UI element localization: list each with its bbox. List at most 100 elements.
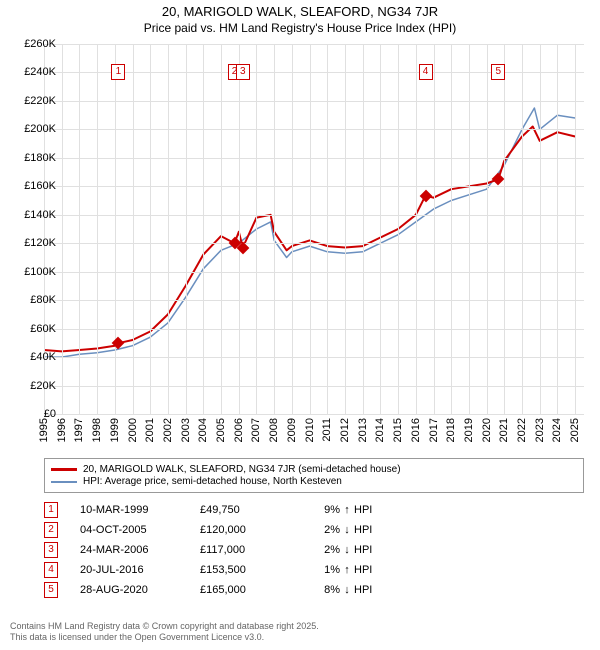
gridline-v: [239, 44, 240, 414]
x-tick-label: 1996: [56, 418, 68, 442]
sale-index-box: 4: [44, 562, 58, 578]
sale-hpi-label: HPI: [354, 504, 384, 516]
gridline-v: [416, 44, 417, 414]
gridline-v: [575, 44, 576, 414]
x-tick-label: 2004: [197, 418, 209, 442]
line-svg: [44, 44, 584, 414]
sale-marker-box: 3: [236, 64, 250, 80]
y-tick-label: £160K: [14, 180, 56, 192]
chart-subtitle: Price paid vs. HM Land Registry's House …: [0, 21, 600, 35]
gridline-v: [150, 44, 151, 414]
sale-price: £117,000: [200, 544, 300, 556]
gridline-h: [44, 386, 584, 387]
gridline-v: [327, 44, 328, 414]
sale-pct: 8%: [300, 584, 340, 596]
sale-hpi-label: HPI: [354, 584, 384, 596]
gridline-v: [557, 44, 558, 414]
gridline-v: [522, 44, 523, 414]
x-tick-label: 2000: [127, 418, 139, 442]
gridline-h: [44, 186, 584, 187]
gridline-v: [79, 44, 80, 414]
sale-index-box: 1: [44, 502, 58, 518]
arrow-down-icon: ↓: [340, 584, 354, 596]
x-tick-label: 2005: [215, 418, 227, 442]
sale-marker-box: 4: [419, 64, 433, 80]
chart-title: 20, MARIGOLD WALK, SLEAFORD, NG34 7JR: [0, 4, 600, 19]
x-tick-label: 1995: [38, 418, 50, 442]
footer-line1: Contains HM Land Registry data © Crown c…: [10, 621, 319, 633]
y-tick-label: £220K: [14, 95, 56, 107]
gridline-v: [115, 44, 116, 414]
arrow-down-icon: ↓: [340, 544, 354, 556]
sale-price: £120,000: [200, 524, 300, 536]
x-tick-label: 2008: [268, 418, 280, 442]
x-tick-label: 2001: [144, 418, 156, 442]
sale-date: 20-JUL-2016: [80, 564, 200, 576]
gridline-v: [451, 44, 452, 414]
legend-item: HPI: Average price, semi-detached house,…: [51, 476, 577, 487]
sale-row: 420-JUL-2016£153,5001%↑HPI: [44, 560, 384, 580]
gridline-h: [44, 158, 584, 159]
x-tick-label: 2003: [180, 418, 192, 442]
sale-date: 10-MAR-1999: [80, 504, 200, 516]
gridline-v: [540, 44, 541, 414]
gridline-v: [168, 44, 169, 414]
x-tick-label: 1999: [109, 418, 121, 442]
plot-region: 12345: [44, 44, 584, 414]
chart-area: 12345: [44, 44, 584, 414]
sale-date: 04-OCT-2005: [80, 524, 200, 536]
y-tick-label: £180K: [14, 152, 56, 164]
x-tick-label: 2006: [233, 418, 245, 442]
sale-hpi-label: HPI: [354, 564, 384, 576]
x-tick-label: 2007: [250, 418, 262, 442]
gridline-v: [398, 44, 399, 414]
x-tick-label: 2019: [463, 418, 475, 442]
x-tick-label: 2017: [428, 418, 440, 442]
gridline-v: [256, 44, 257, 414]
y-tick-label: £200K: [14, 123, 56, 135]
x-tick-label: 2016: [410, 418, 422, 442]
sale-row: 324-MAR-2006£117,0002%↓HPI: [44, 540, 384, 560]
gridline-v: [434, 44, 435, 414]
sale-index-box: 3: [44, 542, 58, 558]
gridline-v: [380, 44, 381, 414]
gridline-h: [44, 215, 584, 216]
sale-date: 28-AUG-2020: [80, 584, 200, 596]
x-tick-label: 2009: [286, 418, 298, 442]
sale-hpi-label: HPI: [354, 524, 384, 536]
gridline-h: [44, 329, 584, 330]
title-block: 20, MARIGOLD WALK, SLEAFORD, NG34 7JR Pr…: [0, 0, 600, 35]
gridline-v: [133, 44, 134, 414]
gridline-v: [487, 44, 488, 414]
x-tick-label: 2023: [534, 418, 546, 442]
gridline-v: [186, 44, 187, 414]
gridline-v: [504, 44, 505, 414]
x-tick-label: 2021: [498, 418, 510, 442]
legend-item: 20, MARIGOLD WALK, SLEAFORD, NG34 7JR (s…: [51, 464, 577, 475]
gridline-v: [363, 44, 364, 414]
x-tick-label: 2022: [516, 418, 528, 442]
legend-swatch: [51, 481, 77, 483]
x-tick-label: 2015: [392, 418, 404, 442]
gridline-v: [469, 44, 470, 414]
y-tick-label: £240K: [14, 66, 56, 78]
x-tick-label: 2025: [569, 418, 581, 442]
x-tick-label: 1998: [91, 418, 103, 442]
sale-price: £153,500: [200, 564, 300, 576]
sale-pct: 1%: [300, 564, 340, 576]
x-tick-label: 2024: [551, 418, 563, 442]
sale-pct: 9%: [300, 504, 340, 516]
gridline-h: [44, 243, 584, 244]
legend-label: 20, MARIGOLD WALK, SLEAFORD, NG34 7JR (s…: [83, 464, 401, 475]
gridline-h: [44, 44, 584, 45]
sale-pct: 2%: [300, 544, 340, 556]
sale-row: 528-AUG-2020£165,0008%↓HPI: [44, 580, 384, 600]
sale-price: £165,000: [200, 584, 300, 596]
gridline-v: [292, 44, 293, 414]
y-tick-label: £60K: [14, 323, 56, 335]
gridline-h: [44, 357, 584, 358]
sale-row: 204-OCT-2005£120,0002%↓HPI: [44, 520, 384, 540]
arrow-down-icon: ↓: [340, 524, 354, 536]
gridline-v: [62, 44, 63, 414]
footer-line2: This data is licensed under the Open Gov…: [10, 632, 319, 644]
